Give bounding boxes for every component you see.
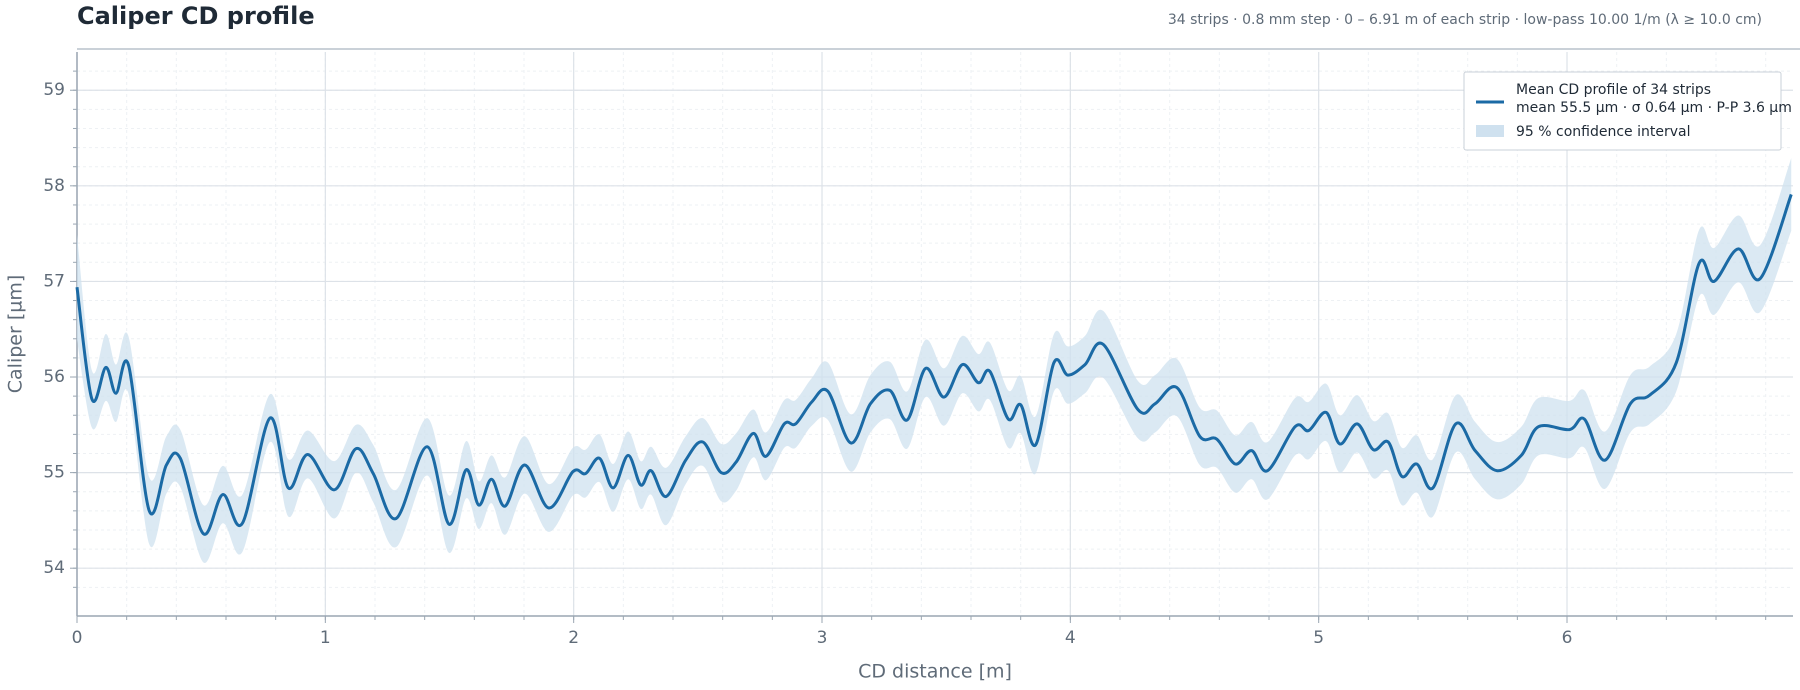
legend-stats: mean 55.5 µm · σ 0.64 µm · P-P 3.6 µm bbox=[1516, 100, 1792, 116]
profile-line bbox=[75, 193, 1793, 536]
confidence-band bbox=[77, 158, 1792, 564]
y-tick-label: 58 bbox=[43, 176, 65, 196]
legend-swatch bbox=[1476, 125, 1504, 137]
chart-title: Caliper CD profile bbox=[77, 2, 315, 30]
x-tick-label: 1 bbox=[320, 628, 331, 648]
legend-label: 95 % confidence interval bbox=[1516, 124, 1690, 140]
y-tick-label: 55 bbox=[43, 463, 65, 483]
x-axis-title: CD distance [m] bbox=[858, 661, 1012, 683]
y-tick-label: 57 bbox=[43, 271, 65, 291]
x-tick-label: 4 bbox=[1065, 628, 1076, 648]
y-tick-label: 56 bbox=[43, 367, 65, 387]
legend-label: Mean CD profile of 34 strips bbox=[1516, 82, 1711, 98]
legend-box bbox=[1463, 71, 1782, 151]
y-tick-label: 54 bbox=[43, 558, 65, 578]
chart-subtitle: 34 strips · 0.8 mm step · 0 – 6.91 m of … bbox=[1168, 12, 1762, 28]
y-tick-label: 59 bbox=[43, 80, 65, 100]
x-tick-label: 3 bbox=[817, 628, 828, 648]
y-axis-title: Caliper [µm] bbox=[5, 275, 27, 394]
x-tick-label: 2 bbox=[568, 628, 579, 648]
x-tick-label: 0 bbox=[72, 628, 83, 648]
x-tick-label: 6 bbox=[1562, 628, 1573, 648]
x-tick-label: 5 bbox=[1313, 628, 1324, 648]
